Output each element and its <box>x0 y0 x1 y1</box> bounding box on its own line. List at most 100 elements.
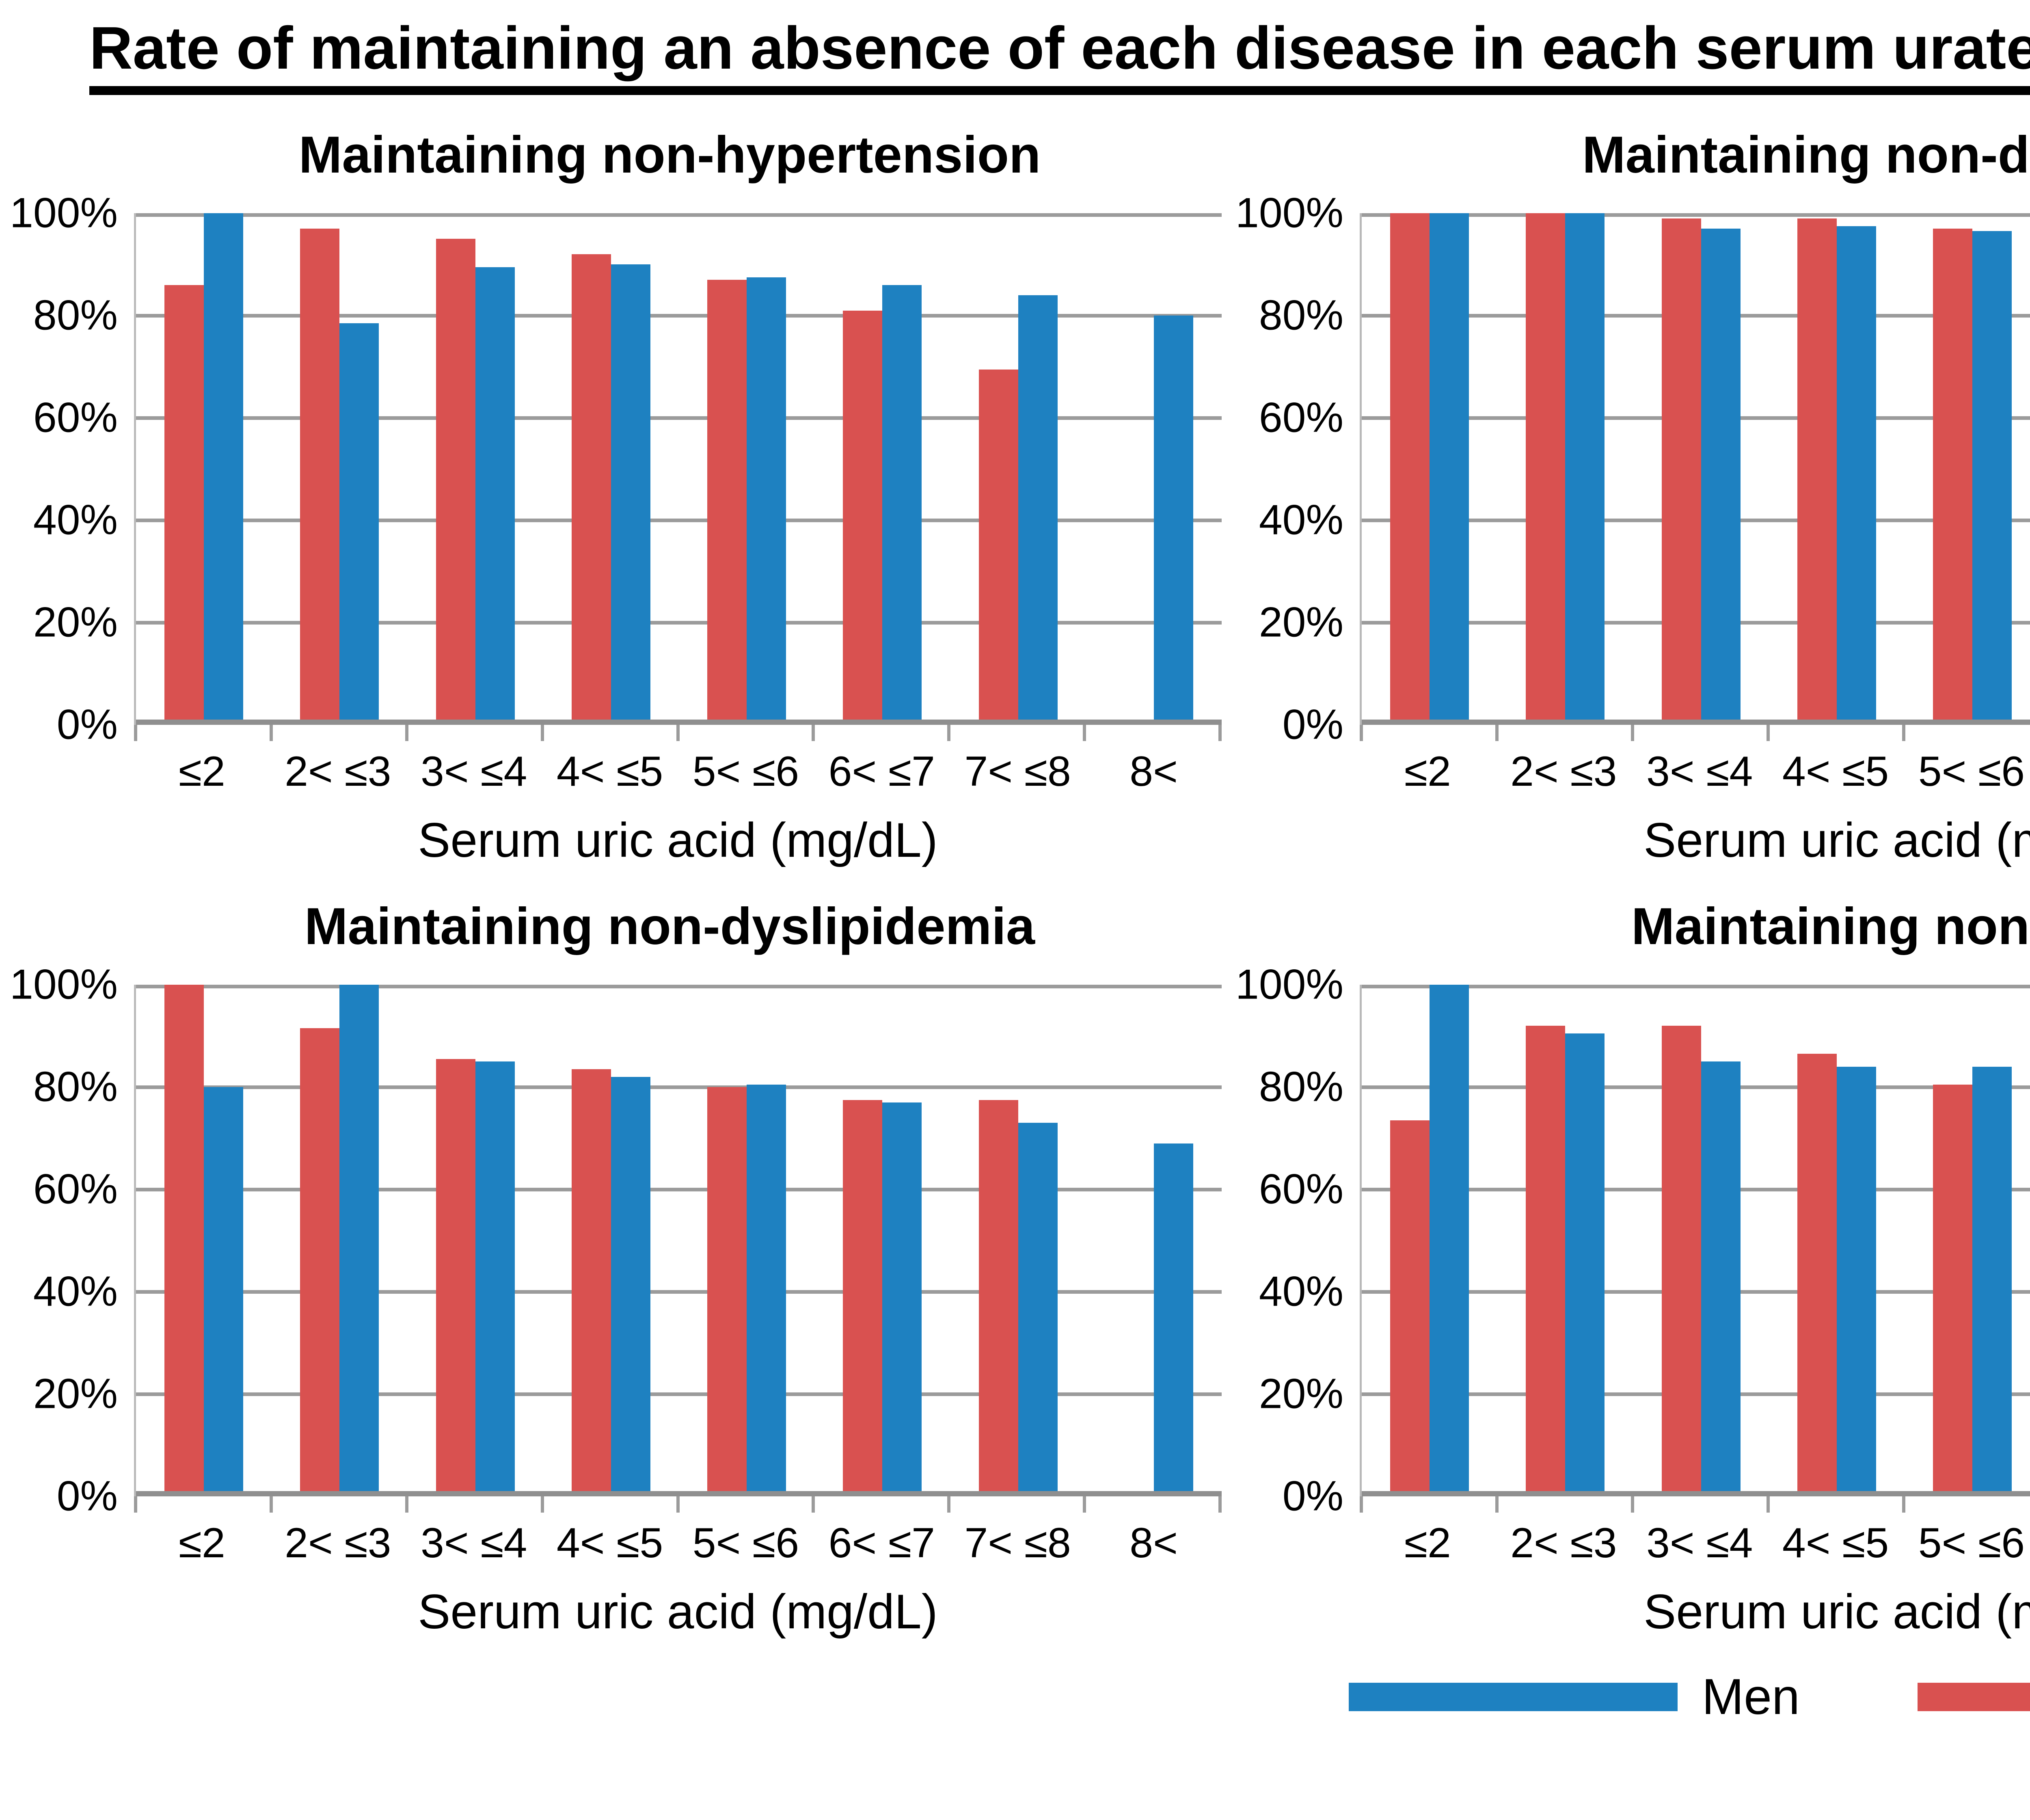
y-tick-label: 20% <box>1259 1370 1343 1418</box>
bar-men <box>475 1061 515 1497</box>
bar-men <box>1153 1143 1193 1497</box>
bar-pair <box>300 213 379 725</box>
chart-title: Maintaining non-CKD <box>1631 897 2030 956</box>
chart-title: Maintaining non-dyslipidemia <box>304 897 1035 956</box>
bar-men <box>204 213 244 725</box>
bar-women <box>436 239 475 725</box>
bar-pair <box>707 985 786 1497</box>
bar-men <box>1018 1123 1058 1497</box>
bar-women <box>164 285 204 725</box>
x-tick-label: 3< ≤4 <box>1646 1520 1753 1567</box>
y-axis-labels: 100% 80% 60% 40% 20% 0% <box>1235 190 1360 748</box>
bar-women <box>1797 218 1837 725</box>
x-tick-label: 2< ≤3 <box>1510 1520 1617 1567</box>
plot-area-row: 100% 80% 60% 40% 20% 0% <box>1235 961 2030 1520</box>
x-tick-labels: ≤2 2< ≤3 3< ≤4 4< ≤5 5< ≤6 6< ≤7 7< ≤8 8< <box>134 1519 1222 1567</box>
x-tick-label: 7< ≤8 <box>964 748 1071 795</box>
y-tick-label: 60% <box>1259 1165 1343 1213</box>
bar-women <box>300 1028 340 1497</box>
plot-area-row: 100% 80% 60% 40% 20% 0% <box>1235 190 2030 748</box>
bar-women <box>843 310 883 725</box>
y-tick-label: 0% <box>56 701 118 748</box>
bars-layer <box>136 213 1222 725</box>
x-axis-ticks <box>134 725 1222 741</box>
y-tick-label: 100% <box>1235 961 1343 1008</box>
x-tick-label: 4< ≤5 <box>556 748 663 795</box>
bar-women <box>707 1087 747 1497</box>
plot-area <box>134 213 1222 725</box>
x-axis-title: Serum uric acid (mg/dL) <box>1643 1584 2030 1639</box>
bar-women <box>571 1069 611 1497</box>
gridline-100 <box>136 985 1222 989</box>
category-slot <box>1497 985 1633 1497</box>
tick-mark <box>1770 1496 1905 1513</box>
bar-men <box>1565 213 1605 725</box>
gridline-80 <box>136 314 1222 318</box>
bar-women <box>1526 1026 1566 1497</box>
bar-women <box>164 985 204 1497</box>
x-tick-label: 8< <box>1129 1520 1178 1567</box>
category-slot <box>272 985 407 1497</box>
tick-mark <box>1905 1496 2030 1513</box>
tick-mark <box>544 725 680 741</box>
tick-mark <box>137 725 273 741</box>
bar-pair <box>978 213 1058 725</box>
plot-area <box>1360 213 2030 725</box>
bar-women <box>1526 213 1566 725</box>
category-slot <box>543 985 679 1497</box>
x-tick-label: ≤2 <box>1404 1520 1451 1567</box>
x-axis-ticks <box>134 1496 1222 1513</box>
x-tick-label: 3< ≤4 <box>420 1520 527 1567</box>
gridline-60 <box>136 1188 1222 1192</box>
y-tick-label: 60% <box>1259 394 1343 441</box>
x-axis-line <box>136 720 1222 725</box>
tick-mark <box>408 725 544 741</box>
gridline-40 <box>136 1290 1222 1294</box>
bar-pair <box>164 213 244 725</box>
x-tick-label: ≤2 <box>1404 748 1451 795</box>
bar-pair <box>1933 985 2012 1497</box>
legend-label-men: Men <box>1702 1669 1800 1725</box>
y-axis-labels: 100% 80% 60% 40% 20% 0% <box>10 961 134 1520</box>
bar-pair <box>571 213 650 725</box>
x-tick-label: 2< ≤3 <box>285 748 391 795</box>
bar-pair <box>1797 985 1876 1497</box>
bar-women <box>571 254 611 725</box>
bar-pair <box>1661 213 1741 725</box>
bar-pair <box>571 985 650 1497</box>
category-slot <box>272 213 407 725</box>
tick-mark <box>680 725 815 741</box>
bar-men <box>747 1084 786 1497</box>
figure-page: Rate of maintaining an absence of each d… <box>10 14 2030 1725</box>
bar-pair <box>1526 985 1605 1497</box>
bar-women <box>1661 1026 1701 1497</box>
y-tick-label: 40% <box>1259 496 1343 544</box>
x-tick-label: 2< ≤3 <box>285 1520 391 1567</box>
tick-mark <box>1363 725 1499 741</box>
y-tick-label: 60% <box>33 394 118 441</box>
tick-mark <box>815 725 951 741</box>
x-axis-ticks <box>1360 725 2030 741</box>
tick-mark <box>1499 1496 1634 1513</box>
y-tick-label: 0% <box>1282 1472 1343 1520</box>
bar-men <box>1972 1066 2012 1497</box>
x-tick-label: 4< ≤5 <box>1782 748 1889 795</box>
bar-women <box>1390 213 1430 725</box>
tick-mark <box>544 1496 680 1513</box>
figure-title: Rate of maintaining an absence of each d… <box>89 14 2030 95</box>
y-tick-label: 100% <box>1235 189 1343 237</box>
category-slot <box>1905 985 2030 1497</box>
bar-men <box>1972 231 2012 725</box>
bar-women <box>1661 218 1701 725</box>
bar-pair <box>1390 213 1469 725</box>
bar-men <box>1430 213 1469 725</box>
bar-women <box>1933 229 1973 725</box>
x-tick-label: ≤2 <box>178 1520 225 1567</box>
x-axis-line <box>136 1491 1222 1497</box>
bar-women <box>1797 1054 1837 1497</box>
bars-layer <box>1362 985 2030 1497</box>
category-slot <box>950 985 1086 1497</box>
tick-mark <box>1499 725 1634 741</box>
x-axis-title: Serum uric acid (mg/dL) <box>418 1584 938 1639</box>
category-slot <box>679 985 814 1497</box>
